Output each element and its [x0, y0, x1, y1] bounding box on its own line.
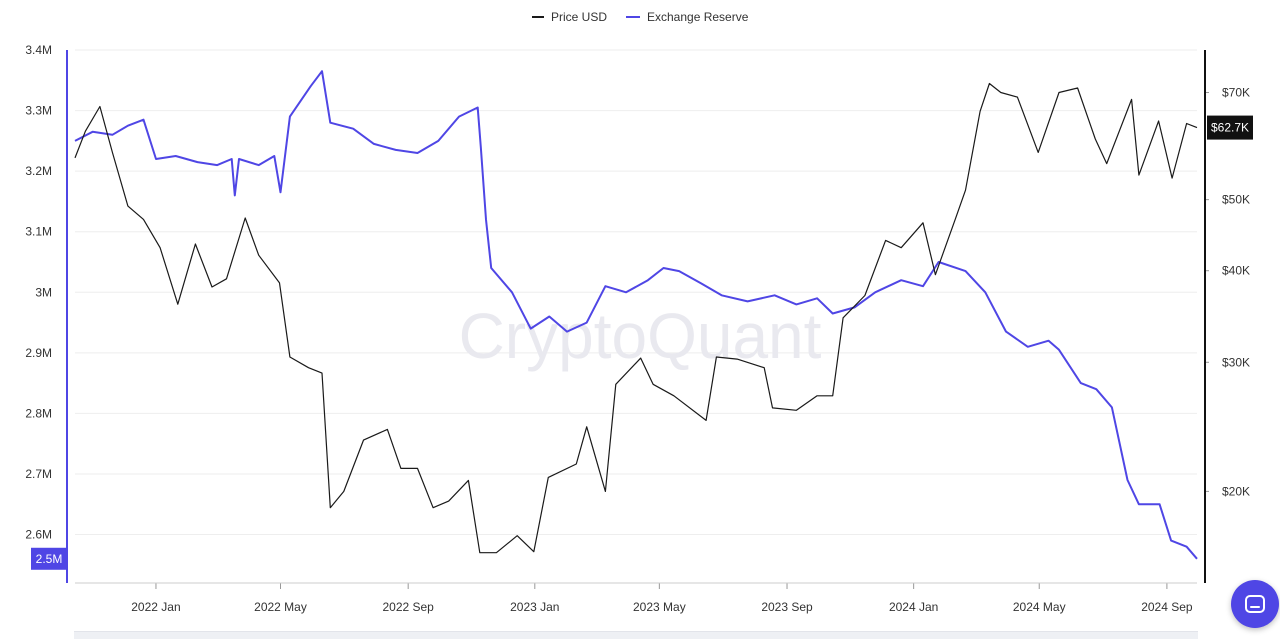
- left-tick-label: 2.6M: [25, 528, 52, 542]
- x-tick-label: 2023 May: [633, 600, 686, 614]
- left-tick-label: 3.4M: [25, 43, 52, 57]
- x-tick-label: 2023 Jan: [510, 600, 559, 614]
- x-tick-label: 2022 Sep: [382, 600, 434, 614]
- left-tick-label: 2.8M: [25, 406, 52, 420]
- legend[interactable]: Price USD Exchange Reserve: [532, 10, 749, 24]
- legend-label: Price USD: [551, 10, 607, 24]
- series-line-exchange-reserve: [74, 70, 1198, 560]
- right-tick-label: $30K: [1222, 355, 1250, 369]
- left-tick-label: 3.1M: [25, 225, 52, 239]
- watermark: CryptoQuant: [459, 300, 822, 372]
- x-tick-label: 2023 Sep: [761, 600, 813, 614]
- axes: 3.4M 3.3M 3.2M 3.1M 3M 2.9M 2.8M 2.7M 2.6M 2022 J…: [25, 43, 1250, 614]
- x-tick-label: 2022 May: [254, 600, 307, 614]
- chat-icon: [1245, 595, 1265, 613]
- left-tick-label: 2.7M: [25, 467, 52, 481]
- right-tick-label: $40K: [1222, 264, 1250, 278]
- right-tick-label: $50K: [1222, 193, 1250, 207]
- price-value-text: $62.7K: [1211, 121, 1249, 135]
- left-tick-label: 3.2M: [25, 164, 52, 178]
- value-badges: 2.5M $62.7K: [31, 115, 1253, 570]
- right-tick-label: $70K: [1222, 86, 1250, 100]
- left-tick-label: 2.9M: [25, 346, 52, 360]
- left-tick-label: 3M: [35, 285, 52, 299]
- reserve-value-badge: [31, 547, 67, 570]
- right-tick-label: $20K: [1222, 484, 1250, 498]
- legend-label: Exchange Reserve: [647, 10, 749, 24]
- x-tick-label: 2024 Sep: [1141, 600, 1193, 614]
- x-tick-label: 2024 Jan: [889, 600, 938, 614]
- series-layer: [74, 70, 1198, 560]
- range-navigator[interactable]: [74, 631, 1198, 639]
- legend-item-reserve[interactable]: Exchange Reserve: [626, 10, 749, 24]
- price-value-badge: [1207, 115, 1253, 140]
- reserve-value-text: 2.5M: [36, 552, 63, 566]
- x-tick-label: 2022 Jan: [131, 600, 180, 614]
- chat-button[interactable]: [1231, 580, 1279, 628]
- x-tick-label: 2024 May: [1013, 600, 1066, 614]
- series-line-price-usd: [74, 82, 1198, 554]
- gridlines: [75, 49, 1197, 536]
- legend-item-price[interactable]: Price USD: [532, 10, 607, 24]
- left-tick-label: 3.3M: [25, 104, 52, 118]
